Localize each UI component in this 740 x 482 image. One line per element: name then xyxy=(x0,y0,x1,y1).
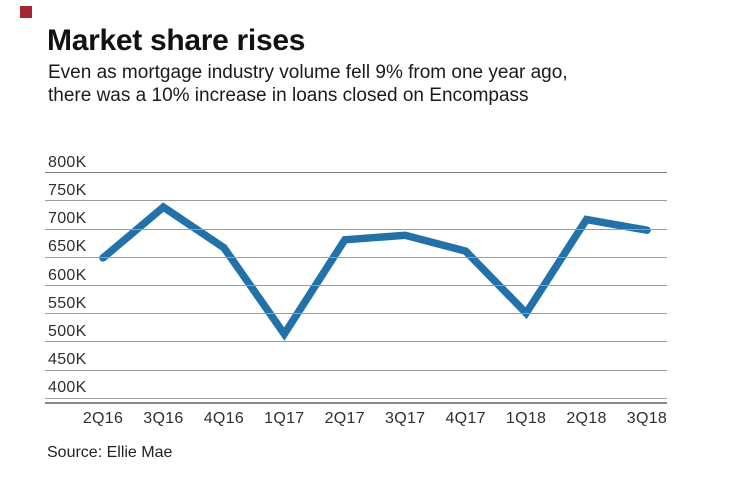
gridline-400K xyxy=(45,397,667,399)
y-axis-label-800K: 800K xyxy=(48,153,87,171)
y-axis-label-450K: 450K xyxy=(48,351,87,369)
encompass-volume-series-line xyxy=(99,202,651,341)
x-axis-label-3Q18: 3Q18 xyxy=(626,410,668,427)
source-note: Source: Ellie Mae xyxy=(47,444,173,461)
gridline-750K xyxy=(45,200,667,202)
y-axis-label-700K: 700K xyxy=(48,210,87,228)
gridline-600K xyxy=(45,285,667,286)
gridline-500K xyxy=(45,341,667,343)
gridline-650K xyxy=(45,256,667,258)
y-axis-label-750K: 750K xyxy=(48,181,87,199)
x-axis-line xyxy=(45,402,667,404)
x-axis-label-4Q16: 4Q16 xyxy=(203,410,245,427)
chart-subtitle-line1: Even as mortgage industry volume fell 9%… xyxy=(48,62,568,83)
gridline-700K xyxy=(45,228,667,230)
chart-subtitle: Even as mortgage industry volume fell 9%… xyxy=(48,61,568,107)
y-axis-label-550K: 550K xyxy=(48,294,87,312)
x-axis-label-1Q17: 1Q17 xyxy=(264,410,305,427)
x-axis-label-1Q18: 1Q18 xyxy=(505,410,547,427)
chart-title: Market share rises xyxy=(47,24,306,57)
x-axis-label-2Q16: 2Q16 xyxy=(82,410,124,427)
gridline-550K xyxy=(45,313,667,315)
y-axis-label-400K: 400K xyxy=(48,379,87,397)
gridline-450K xyxy=(45,369,667,371)
x-axis-label-4Q17: 4Q17 xyxy=(445,410,486,427)
x-axis-label-2Q18: 2Q18 xyxy=(566,410,607,427)
y-axis-label-500K: 500K xyxy=(48,322,87,340)
y-axis-label-600K: 600K xyxy=(48,266,87,284)
x-axis-label-2Q17: 2Q17 xyxy=(324,410,365,427)
y-axis-label-650K: 650K xyxy=(48,238,87,256)
x-axis-label-3Q17: 3Q17 xyxy=(385,410,426,427)
chart-subtitle-line2: there was a 10% increase in loans closed… xyxy=(48,85,529,106)
gridline-800K xyxy=(45,172,667,174)
brand-accent-square xyxy=(20,6,32,18)
x-axis-label-3Q16: 3Q16 xyxy=(143,410,184,427)
